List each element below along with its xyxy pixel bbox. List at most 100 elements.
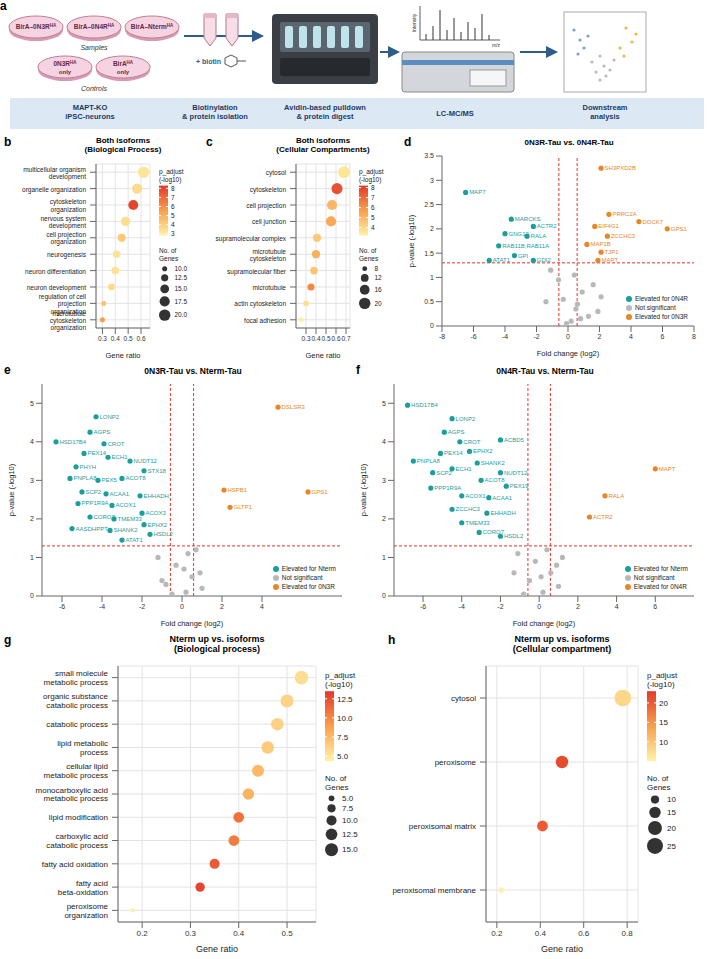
svg-text:Genes: Genes [325,783,349,792]
svg-text:GDI2: GDI2 [537,257,552,263]
svg-text:ECH1: ECH1 [112,454,129,460]
svg-text:Biotinylation& protein isolati: Biotinylation& protein isolation [182,103,248,121]
svg-text:No. of: No. of [359,247,377,254]
svg-text:(-log10): (-log10) [325,680,353,689]
svg-text:PEX5: PEX5 [102,477,118,483]
svg-text:regulation of cellprojectionor: regulation of cellprojectionorganization [39,293,87,316]
svg-text:ACOX3: ACOX3 [146,510,167,516]
svg-text:Gene ratio: Gene ratio [541,944,583,954]
svg-text:1.5: 1.5 [424,250,434,257]
svg-text:0: 0 [180,603,184,610]
svg-text:5: 5 [171,212,175,219]
svg-text:ZCCHC3: ZCCHC3 [611,233,636,239]
svg-text:4: 4 [371,224,375,231]
svg-text:17.5: 17.5 [174,298,187,305]
svg-text:-4: -4 [502,333,508,340]
svg-text:ACAA1: ACAA1 [110,491,130,497]
svg-text:EIF4G1: EIF4G1 [598,223,619,229]
svg-text:EHHADH: EHHADH [490,510,515,516]
svg-text:0.4: 0.4 [535,929,547,938]
svg-text:0.4: 0.4 [233,929,245,938]
svg-text:2: 2 [30,515,34,522]
svg-text:2.5: 2.5 [424,201,434,208]
svg-text:10.0: 10.0 [342,816,358,825]
svg-text:GPS1: GPS1 [312,489,329,495]
svg-text:(-log10): (-log10) [159,176,181,184]
svg-text:PEX14: PEX14 [88,450,107,456]
svg-text:8: 8 [374,265,378,272]
svg-text:ACOT8: ACOT8 [485,477,506,483]
svg-text:0.8: 0.8 [622,929,634,938]
svg-text:only: only [59,69,72,75]
svg-text:15.0: 15.0 [174,285,187,292]
svg-text:0.6: 0.6 [331,335,340,342]
svg-text:supramolecular complex: supramolecular complex [216,234,287,242]
svg-text:neuron development: neuron development [27,284,86,292]
svg-text:0.3: 0.3 [185,929,197,938]
svg-text:RALA: RALA [608,493,624,499]
svg-text:-8: -8 [439,333,445,340]
svg-text:0: 0 [537,603,541,610]
svg-text:0.6: 0.6 [578,929,590,938]
svg-text:p_adjust: p_adjust [159,168,184,176]
svg-text:LC-MC/MS: LC-MC/MS [436,109,474,118]
svg-text:4: 4 [615,603,619,610]
svg-text:15.0: 15.0 [342,845,358,854]
svg-text:cell junction: cell junction [252,218,286,226]
svg-text:Controls: Controls [81,85,108,92]
svg-text:-2: -2 [533,333,539,340]
svg-text:monocarboxylic acidmetabolic p: monocarboxylic acidmetabolic process [36,785,108,803]
svg-text:7: 7 [371,194,375,201]
svg-text:-6: -6 [420,603,426,610]
svg-text:EPHX2: EPHX2 [148,522,168,528]
svg-text:SCP2: SCP2 [86,489,102,495]
svg-text:5: 5 [371,214,375,221]
svg-text:GPS1: GPS1 [671,226,688,232]
svg-text:0.4: 0.4 [111,335,120,342]
svg-text:organic substancecatabolic pro: organic substancecatabolic process [43,692,108,710]
svg-text:-2: -2 [497,603,503,610]
svg-text:0.5: 0.5 [424,298,434,305]
svg-text:nervous systemdevelopment: nervous systemdevelopment [40,214,86,229]
svg-text:20: 20 [374,300,382,307]
svg-text:SHANK2: SHANK2 [114,527,139,533]
svg-text:Samples: Samples [80,44,108,52]
svg-text:5: 5 [30,400,34,407]
svg-text:MAP7: MAP7 [469,189,486,195]
svg-text:0.6: 0.6 [136,335,145,342]
svg-text:3: 3 [430,177,434,184]
svg-text:EPHX2: EPHX2 [473,448,493,454]
svg-text:PNPLA8: PNPLA8 [74,475,98,481]
svg-text:p-value (-log10): p-value (-log10) [359,463,368,516]
svg-text:p_adjust: p_adjust [359,168,384,176]
svg-text:4: 4 [30,438,34,445]
svg-text:5.0: 5.0 [342,794,354,803]
svg-text:catabolic process: catabolic process [46,720,108,729]
svg-text:MARCKS: MARCKS [515,216,541,222]
svg-text:Genes: Genes [647,783,671,792]
svg-text:7: 7 [171,194,175,201]
svg-text:10: 10 [659,738,668,747]
svg-text:2: 2 [382,515,386,522]
svg-text:Genes: Genes [159,255,179,262]
svg-text:SCP2: SCP2 [436,470,452,476]
svg-text:4: 4 [382,438,386,445]
svg-text:p_adjust: p_adjust [647,671,678,680]
svg-text:MAP1B: MAP1B [590,241,610,247]
svg-text:microtubulecytoskeletonorganiz: microtubulecytoskeletonorganization [50,309,87,332]
svg-text:Gene ratio: Gene ratio [196,944,238,954]
svg-text:0: 0 [566,333,570,340]
svg-text:multicellular organismdevelopm: multicellular organismdevelopment [23,165,86,180]
svg-text:Fold change (log2): Fold change (log2) [161,619,224,628]
svg-text:10: 10 [667,795,676,804]
svg-text:3: 3 [171,230,175,237]
svg-text:small moleculemetabolic proces: small moleculemetabolic process [44,669,109,687]
svg-text:cellular lipidmetabolic proces: cellular lipidmetabolic process [44,762,108,780]
svg-text:Intensity: Intensity [411,13,417,32]
svg-text:cytosol: cytosol [266,169,287,177]
svg-text:5: 5 [382,400,386,407]
svg-text:CROT: CROT [463,439,480,445]
svg-text:AGPS: AGPS [94,429,111,435]
svg-text:PNPLA8: PNPLA8 [417,458,441,464]
svg-text:7.5: 7.5 [337,733,349,742]
